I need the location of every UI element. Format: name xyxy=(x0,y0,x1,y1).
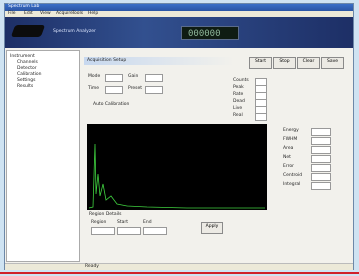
field-label: Mode xyxy=(88,74,100,80)
stat-label: Counts xyxy=(233,78,249,84)
field-input[interactable] xyxy=(145,74,163,82)
heading-bar: Acquisition Setup xyxy=(84,57,234,65)
result-label: Area xyxy=(283,146,293,152)
spectrum-trace xyxy=(89,144,265,208)
button[interactable]: Stop xyxy=(273,57,296,69)
panel-heading: Acquisition Setup xyxy=(87,58,126,64)
result-label: Centroid xyxy=(283,173,302,179)
button[interactable]: Clear xyxy=(297,57,320,69)
field-input[interactable] xyxy=(105,86,123,94)
button[interactable]: Start xyxy=(249,57,272,69)
bottom-header: Region Details xyxy=(89,212,121,218)
result-value xyxy=(311,155,331,163)
checkbox[interactable]: Auto Calibration xyxy=(93,102,129,108)
tree-node[interactable]: Results xyxy=(17,84,33,90)
status-bar: Ready xyxy=(5,263,353,270)
region-label: Start xyxy=(117,220,128,226)
window-title: Spectrum Lab xyxy=(8,4,39,10)
status-text: Ready xyxy=(85,264,99,270)
field-label: Preset xyxy=(128,86,142,92)
stat-label: Dead xyxy=(233,99,245,105)
result-value xyxy=(311,173,331,181)
result-label: Energy xyxy=(283,128,299,134)
stat-label: Rate xyxy=(233,92,243,98)
title-bar: Spectrum Lab xyxy=(5,4,353,11)
field-input[interactable] xyxy=(145,86,163,94)
result-value xyxy=(311,146,331,154)
spectrum-plot xyxy=(87,124,267,210)
spectrum xyxy=(87,124,267,210)
banner-subtitle: Spectrum Analyzer xyxy=(53,29,96,35)
taskbar-line xyxy=(0,272,359,274)
region-input[interactable] xyxy=(91,227,115,235)
result-label: Error xyxy=(283,164,294,170)
region-label: End xyxy=(143,220,152,226)
apply-button[interactable]: Apply xyxy=(201,222,223,234)
result-label: Integral xyxy=(283,182,300,188)
result-value xyxy=(311,164,331,172)
result-value xyxy=(311,128,331,136)
page: {"window": {"title": "Spectrum Lab"}, "m… xyxy=(0,0,359,276)
button[interactable]: Save xyxy=(321,57,344,69)
stat-label: Peak xyxy=(233,85,244,91)
device-image xyxy=(11,25,45,37)
stat-label: Live xyxy=(233,106,242,112)
result-value xyxy=(311,137,331,145)
stat-label: Real xyxy=(233,113,243,119)
region-input[interactable] xyxy=(117,227,141,235)
result-label: Net xyxy=(283,155,291,161)
stat-value xyxy=(255,113,267,121)
region-label: Region xyxy=(91,220,106,226)
region-input[interactable] xyxy=(143,227,167,235)
field-input[interactable] xyxy=(105,74,123,82)
banner: Spectrum Analyzer 000000 xyxy=(5,17,353,48)
result-label: FWHM xyxy=(283,137,297,143)
field-label: Time xyxy=(88,86,99,92)
field-label: Gain xyxy=(128,74,138,80)
result-value xyxy=(311,182,331,190)
display: 000000 xyxy=(181,26,239,40)
display-value: 000000 xyxy=(188,29,221,39)
